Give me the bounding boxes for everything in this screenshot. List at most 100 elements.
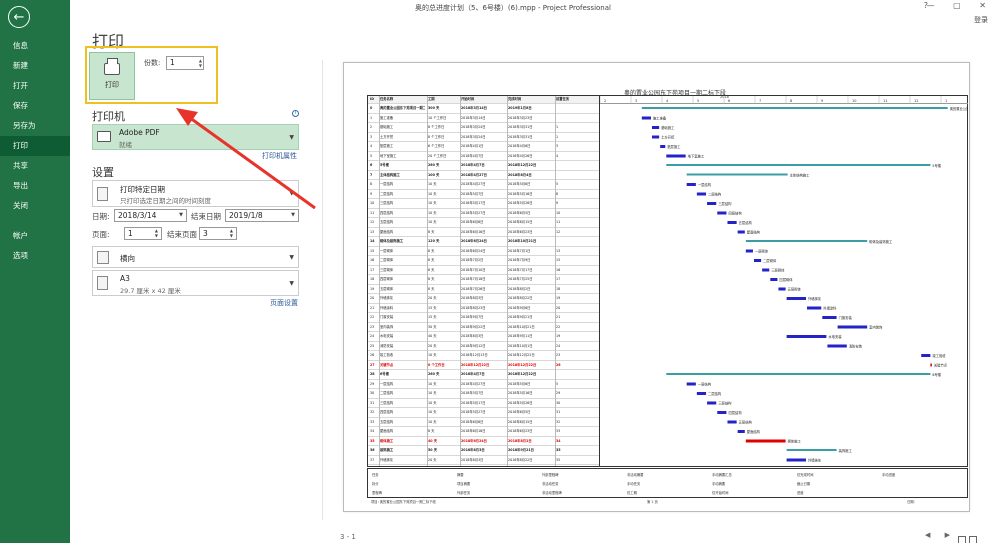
table-cell-pred: 30	[556, 400, 561, 405]
table-row: 21 外墙涂料 15 天 2018年8月23日 2018年9月6日 20	[368, 304, 599, 313]
gantt-bar	[753, 259, 762, 262]
table-cell-end: 2018年8月2日	[508, 286, 531, 291]
sidebar-item-account[interactable]: 帐户	[13, 231, 28, 240]
table-cell-id: 28	[370, 372, 375, 376]
gantt-bar-label: 二层结构	[708, 192, 722, 197]
sidebar-item-share[interactable]: 共享	[13, 161, 28, 170]
legend-item: 手动摘要汇总	[712, 473, 732, 477]
gantt-bar-label: 土方开挖	[661, 135, 675, 140]
copies-stepper[interactable]: 1 ▲ ▼	[166, 56, 204, 70]
table-cell-dur: 260 天	[428, 372, 440, 376]
table-cell-dur: 10 天	[428, 191, 437, 196]
paper-size-select[interactable]: A3 29.7 厘米 x 42 厘米 ▼	[92, 270, 299, 296]
table-cell-end: 2018年8月22日	[508, 457, 533, 462]
table-cell-pred: 33	[556, 429, 561, 433]
spin-arrows-icon[interactable]: ▲ ▼	[229, 228, 233, 238]
gantt-bar	[921, 354, 931, 357]
table-cell-dur: 10 天	[428, 381, 437, 386]
table-cell-dur: 40 天	[428, 438, 438, 443]
table-cell-name: 外墙涂料	[380, 305, 394, 310]
sidebar-item-export[interactable]: 导出	[13, 181, 28, 190]
printer-properties-link[interactable]: 打印机属性	[262, 152, 297, 160]
page-setup-link[interactable]: 页面设置	[270, 299, 298, 307]
table-cell-name: 砌体及装饰施工	[380, 239, 404, 243]
info-icon[interactable]: i	[292, 110, 299, 117]
legend-item: 项目摘要	[457, 482, 471, 486]
table-cell-end: 2018年12月22日	[508, 163, 537, 167]
print-range-select[interactable]: 打印特定日期 只打印选定日期之间的时间刻度 ▼	[92, 180, 299, 207]
view-mode-icons[interactable]	[958, 530, 980, 543]
gantt-bar	[660, 145, 666, 148]
table-cell-dur: 6 个工作日	[428, 144, 445, 148]
single-page-icon[interactable]	[958, 536, 966, 543]
table-cell-name: 外墙抹灰	[380, 457, 394, 462]
column-divider	[379, 96, 380, 466]
table-cell-end: 2018年6月23日	[508, 229, 533, 234]
table-row: 14 砌体及装饰施工 120 天 2018年6月24日 2018年10月21日	[368, 237, 599, 247]
gantt-bar	[822, 316, 837, 319]
spin-arrows-icon[interactable]: ▲ ▼	[198, 58, 202, 68]
start-page-field[interactable]: 1 ▲ ▼	[124, 227, 162, 240]
multi-page-icon[interactable]	[969, 536, 977, 543]
gantt-month-label: 10	[852, 99, 857, 103]
back-arrow-icon[interactable]: ←	[8, 6, 30, 28]
spin-arrows-icon[interactable]: ▲ ▼	[154, 228, 158, 238]
sidebar-item-info[interactable]: 信息	[13, 41, 28, 50]
gantt-bar-label: 水电安装	[828, 334, 842, 339]
gantt-bar-label: 地下室施工	[688, 154, 705, 159]
table-row: 23 室内装饰 30 天 2018年9月22日 2018年10月21日 22	[368, 323, 599, 332]
table-cell-end: 2019年1月8日	[508, 106, 532, 110]
help-icon[interactable]: ?	[923, 1, 928, 10]
sidebar-item-save-as[interactable]: 另存为	[13, 121, 36, 130]
gantt-month-label: 2	[604, 99, 607, 103]
gantt-bar-label: 垫层施工	[667, 144, 681, 149]
sidebar-item-options[interactable]: 选项	[13, 251, 28, 260]
table-cell-dur: 8 天	[428, 267, 435, 272]
printer-select[interactable]: Adobe PDF 就绪 ▼	[92, 124, 299, 150]
end-date-field[interactable]: 2019/1/8 ▼	[225, 209, 299, 222]
column-divider	[460, 96, 461, 466]
gantt-month-label: 6	[728, 99, 731, 103]
table-cell-dur: 40 天	[428, 334, 437, 338]
table-cell-start: 2018年3月24日	[461, 134, 486, 139]
gantt-bar-label: 四层砌体	[779, 277, 793, 282]
sidebar-item-new[interactable]: 新建	[13, 61, 28, 70]
table-cell-start: 2018年6月24日	[461, 438, 487, 443]
sidebar-item-close[interactable]: 关闭	[13, 201, 28, 210]
orientation-select[interactable]: 横向 ▼	[92, 246, 299, 268]
table-cell-pred: 35	[556, 448, 561, 452]
table-cell-start: 2018年12月22日	[461, 362, 490, 367]
window-controls[interactable]: — ▢ ✕	[926, 1, 994, 10]
print-button[interactable]: 打印	[89, 52, 135, 100]
preview-legend: 任务 拆分 里程碑 摘要 项目摘要 外部任务 外部里程碑 非活动任务 非活动里程碑 非活动摘要 手动…	[367, 468, 968, 498]
table-cell-start: 2018年8月3日	[461, 296, 484, 300]
table-cell-start: 2018年5月27日	[461, 410, 486, 414]
legend-item: 仅工期	[627, 491, 637, 495]
table-cell-start: 2018年4月27日	[461, 381, 486, 386]
table-cell-start: 2018年7月26日	[461, 286, 486, 291]
gantt-bar	[666, 154, 686, 158]
table-cell-id: 15	[370, 248, 375, 253]
start-date-value: 2018/3/14	[118, 211, 157, 220]
table-cell-start: 2018年12月13日	[461, 353, 488, 357]
table-cell-start: 2018年4月1日	[461, 144, 484, 148]
table-cell-end: 2018年4月6日	[508, 144, 531, 148]
table-cell-end: 2018年10月21日	[508, 239, 537, 243]
start-page-value: 1	[128, 229, 133, 238]
table-cell-end: 2018年10月1日	[508, 343, 533, 348]
sidebar-item-save[interactable]: 保存	[13, 101, 28, 110]
end-page-field[interactable]: 3 ▲ ▼	[199, 227, 237, 240]
table-cell-start: 2018年9月22日	[461, 324, 486, 329]
gantt-bar-label: 竣工验收	[932, 353, 946, 358]
login-link[interactable]: 登录	[974, 16, 988, 24]
page-nav-arrows[interactable]: ◀ ▶	[925, 531, 956, 539]
table-row: 34 屋面结构 8 天 2018年6月16日 2018年6月23日 33	[368, 427, 599, 437]
start-date-field[interactable]: 2018/3/14 ▼	[114, 209, 187, 222]
header-cell: 开始时间	[461, 97, 475, 101]
sidebar-item-open[interactable]: 打开	[13, 81, 28, 90]
table-row: 27 关键节点 0 个工作日 2018年12月22日 2018年12月22日 26	[368, 361, 599, 370]
table-cell-start: 2018年4月7日	[461, 163, 485, 167]
sidebar-item-print[interactable]: 打印	[0, 136, 70, 156]
gantt-bar-label: 门窗安装	[839, 315, 853, 320]
table-cell-pred: 19	[556, 296, 561, 300]
